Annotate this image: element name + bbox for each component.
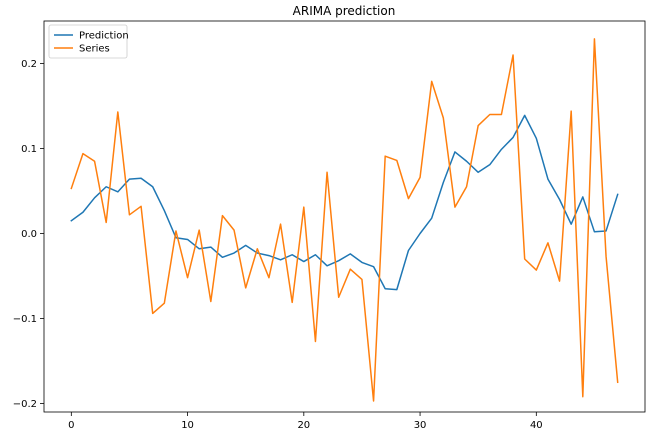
x-axis-ticks: 0 10 20 30 40	[68, 412, 543, 431]
y-tick-label: 0.1	[21, 144, 37, 155]
y-axis-ticks: −0.2 −0.1 0.0 0.1 0.2	[13, 59, 44, 410]
legend-label-prediction: Prediction	[79, 31, 129, 42]
y-tick-label: 0.2	[21, 59, 37, 70]
series-line-series	[70, 38, 619, 402]
series-line-prediction	[70, 114, 619, 291]
plot-lines	[70, 38, 619, 402]
x-tick-label: 0	[68, 420, 74, 431]
chart-title: ARIMA prediction	[293, 4, 396, 18]
legend-label-series: Series	[79, 44, 110, 55]
plot-frame	[43, 20, 646, 413]
x-tick-label: 10	[181, 420, 194, 431]
legend: Prediction Series	[48, 24, 129, 59]
x-tick-label: 30	[414, 420, 427, 431]
x-tick-label: 40	[530, 420, 543, 431]
legend-box	[48, 24, 128, 59]
axes	[43, 20, 646, 413]
y-tick-label: 0.0	[21, 229, 37, 240]
y-tick-label: −0.2	[13, 399, 37, 410]
x-tick-label: 20	[297, 420, 310, 431]
y-tick-label: −0.1	[13, 314, 37, 325]
